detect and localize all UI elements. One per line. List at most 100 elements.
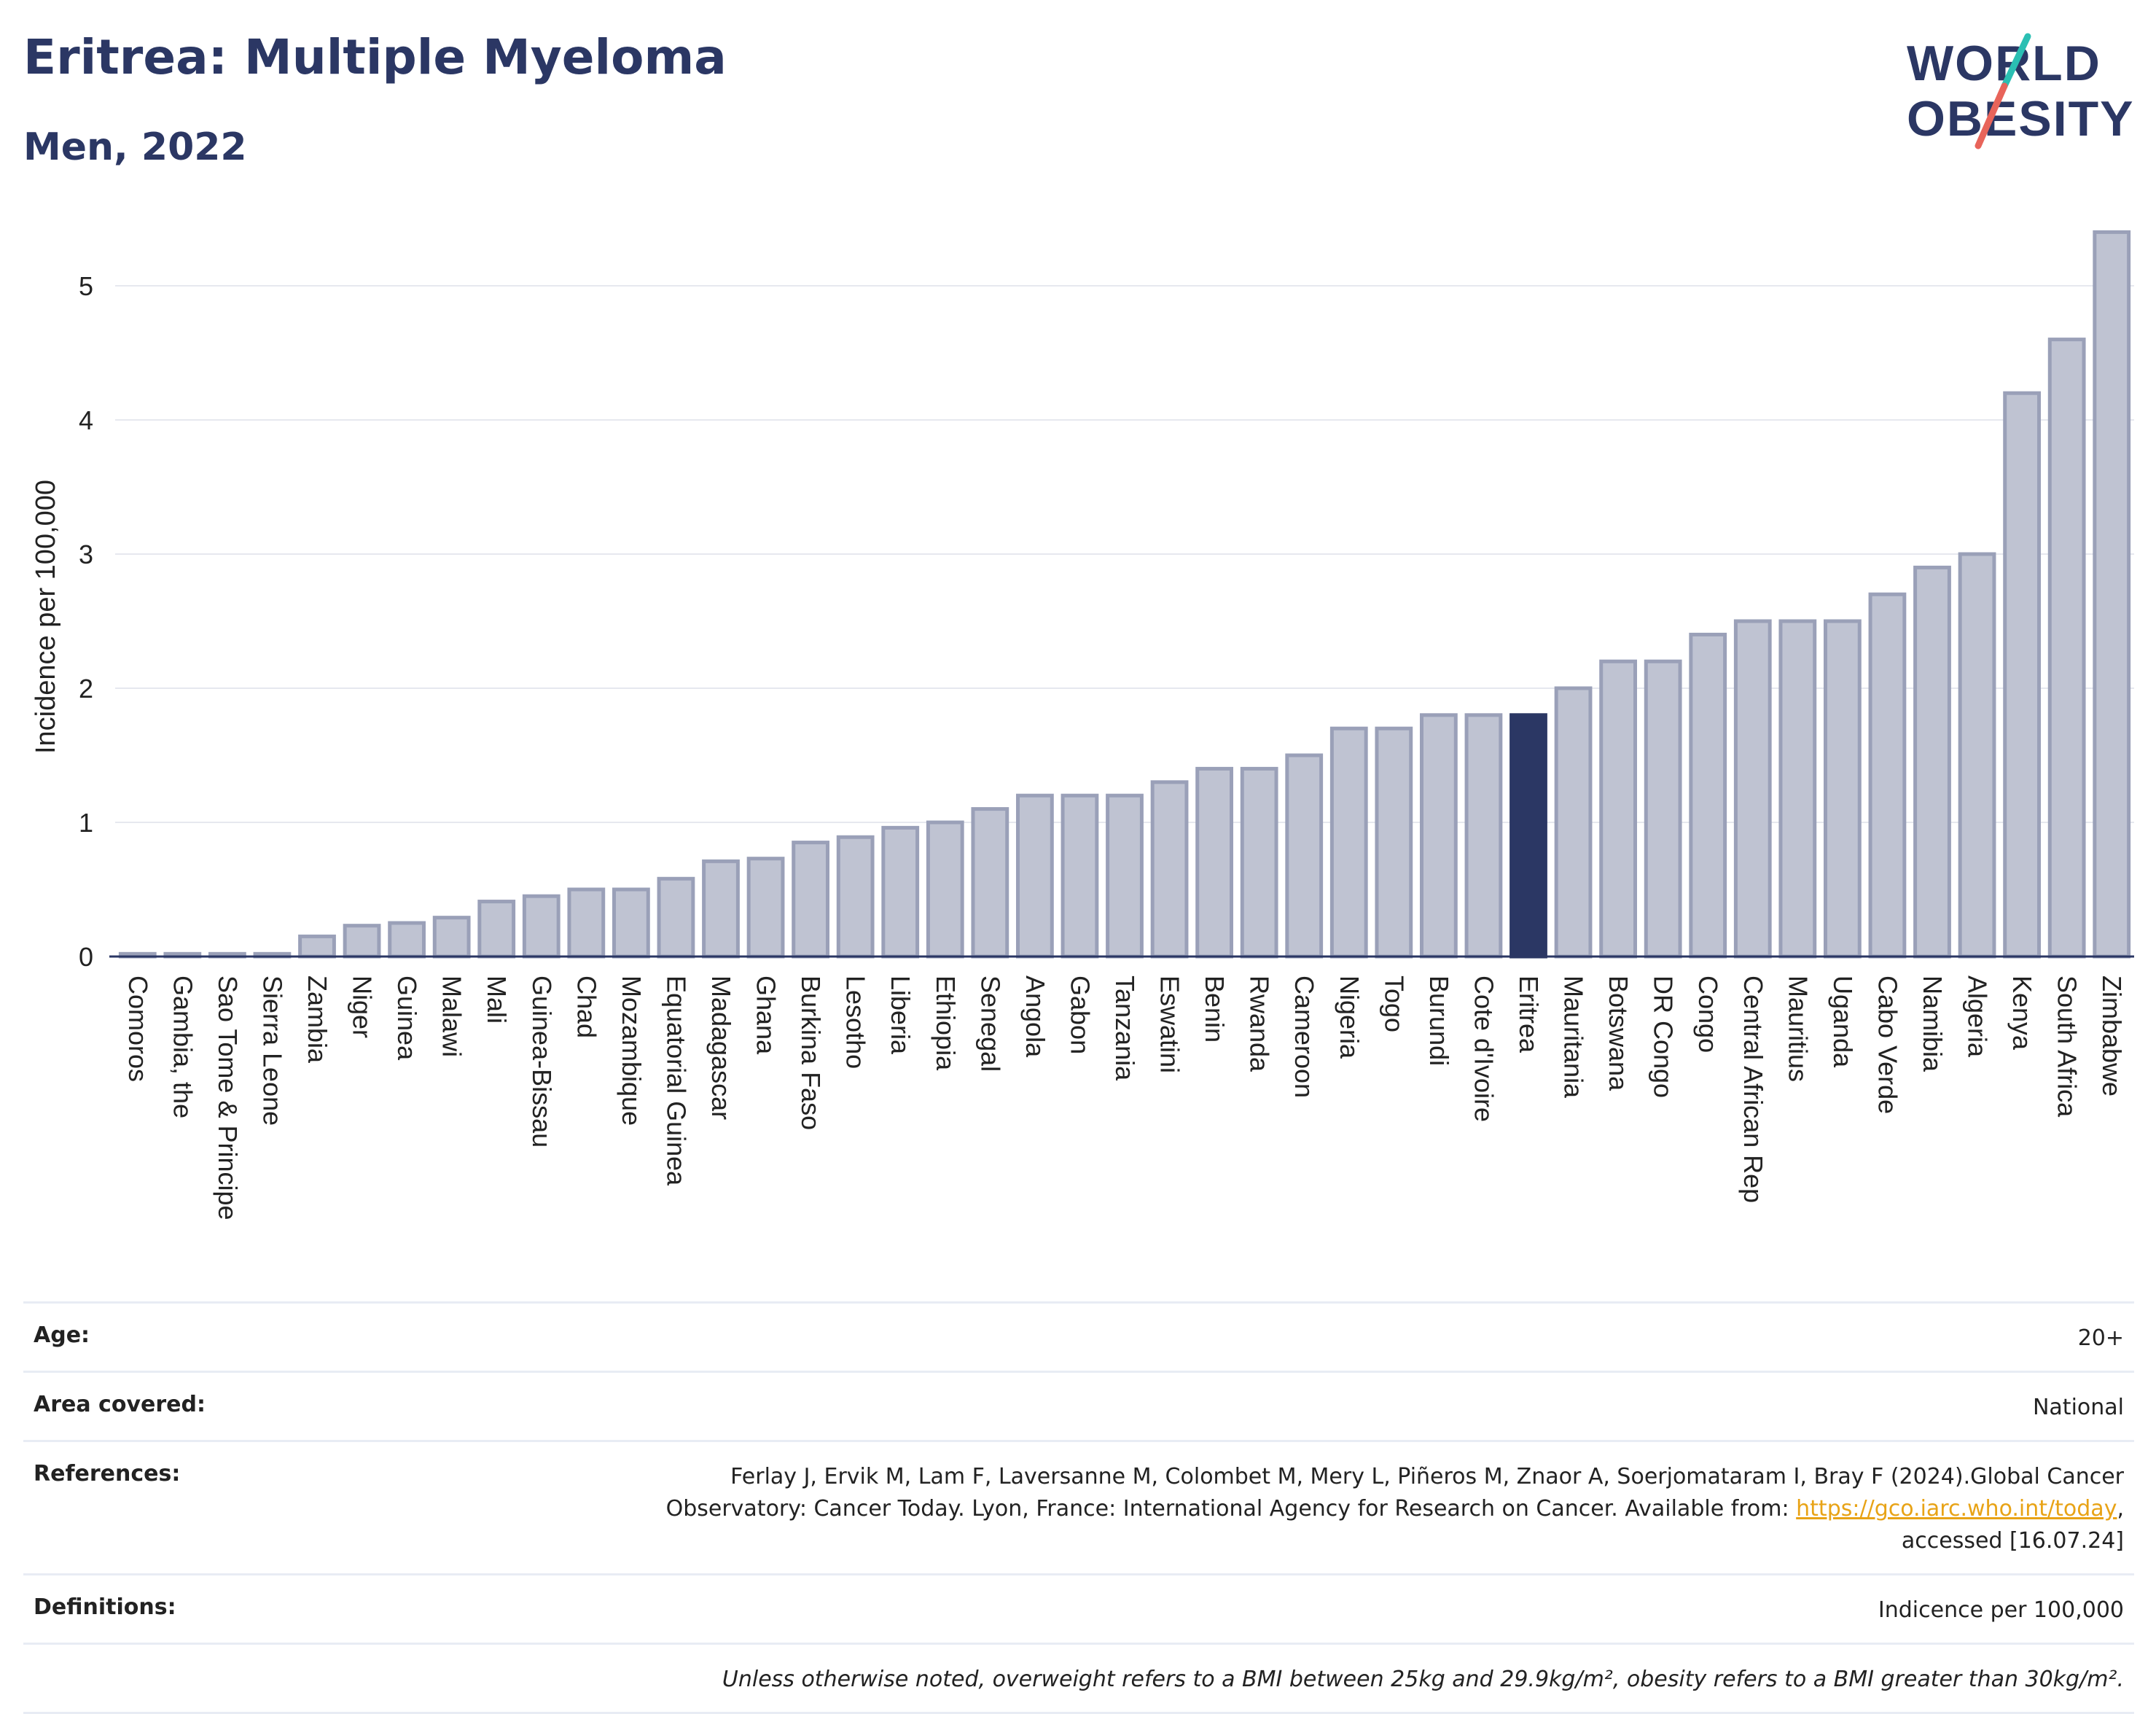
x-tick-label: Lesotho	[841, 975, 871, 1069]
x-tick-label: Eritrea	[1514, 975, 1544, 1053]
bar	[1913, 565, 1951, 959]
bar	[522, 894, 561, 959]
x-tick-label: Sierra Leone	[257, 975, 287, 1126]
x-tick-label: Zambia	[302, 975, 332, 1064]
bar	[432, 916, 471, 959]
bar	[612, 887, 650, 959]
y-tick-label: 1	[79, 808, 93, 838]
x-tick-label: Ghana	[751, 975, 781, 1055]
bar	[1195, 766, 1234, 959]
references-value: Ferlay J, Ervik M, Lam F, Laversanne M, …	[665, 1464, 2124, 1554]
x-tick-label: Nigeria	[1335, 975, 1364, 1059]
references-link[interactable]: https://gco.iarc.who.int/today	[1796, 1496, 2117, 1522]
y-tick-label: 4	[79, 405, 93, 435]
x-tick-label: Botswana	[1604, 975, 1633, 1091]
world-obesity-logo: WORLD OBESITY	[1907, 33, 2135, 149]
x-tick-label: Benin	[1200, 975, 1230, 1043]
y-tick-label: 3	[79, 539, 93, 569]
bar	[1554, 686, 1593, 959]
bar	[343, 924, 381, 959]
y-tick-label: 5	[79, 271, 93, 301]
bar	[477, 900, 516, 959]
x-tick-label: Rwanda	[1245, 975, 1275, 1072]
bar	[567, 887, 606, 959]
metadata-table: Age: 20+ Area covered: National Referenc…	[23, 1301, 2134, 1714]
x-tick-label: Guinea-Bissau	[527, 975, 557, 1148]
bar	[1823, 619, 1862, 959]
x-tick-label: Malawi	[437, 975, 467, 1057]
bar	[881, 825, 920, 959]
x-tick-label: Madagascar	[706, 975, 736, 1120]
bar	[1464, 713, 1503, 959]
x-tick-label: Togo	[1379, 975, 1409, 1032]
bar	[1419, 713, 1458, 959]
x-tick-label: Guinea	[392, 975, 422, 1061]
logo-slash-bottom	[1975, 82, 2008, 149]
bar	[298, 934, 336, 959]
bar	[1240, 766, 1278, 959]
logo-line-2: OBESITY	[1907, 91, 2135, 147]
chart-title: Eritrea: Multiple Myeloma	[23, 29, 727, 85]
bar	[1061, 793, 1099, 959]
bar	[657, 876, 695, 959]
x-tick-label: Equatorial Guinea	[661, 975, 691, 1186]
y-axis-label: Incidence per 100,000	[31, 480, 61, 754]
x-tick-label: Gabon	[1065, 975, 1095, 1054]
age-value: 20+	[2077, 1325, 2124, 1351]
bar	[1599, 659, 1638, 959]
axes: 0 1 2 3 4 5 Comoros Gambia, the Sao Tome & Princ…	[79, 271, 2134, 1220]
bar	[388, 921, 426, 959]
x-tick-label: Algeria	[1963, 975, 1993, 1058]
x-tick-label: Angola	[1020, 975, 1050, 1058]
meta-row-definitions: Definitions: Indicence per 100,000	[23, 1573, 2134, 1643]
x-tick-label: Cabo Verde	[1872, 975, 1902, 1114]
x-tick-label: Kenya	[2007, 975, 2037, 1051]
x-tick-label: Namibia	[1918, 975, 1948, 1072]
x-tick-label: Uganda	[1828, 975, 1858, 1068]
bar	[1958, 552, 1996, 959]
references-text-2: Observatory: Cancer Today. Lyon, France:…	[665, 1496, 1789, 1522]
bar	[1106, 793, 1144, 959]
bar	[971, 807, 1009, 959]
area-value: National	[2032, 1395, 2124, 1420]
x-tick-label: Liberia	[886, 975, 915, 1055]
meta-row-references: References: Ferlay J, Ervik M, Lam F, La…	[23, 1440, 2134, 1573]
bar	[702, 859, 740, 959]
meta-row-area: Area covered: National	[23, 1371, 2134, 1440]
bar	[1150, 780, 1189, 959]
bar	[2093, 230, 2131, 959]
bar	[792, 841, 830, 959]
x-tick-label: Sao Tome & Principe	[213, 975, 243, 1220]
x-tick-label: Cameroon	[1289, 975, 1319, 1098]
bars	[118, 230, 2131, 959]
x-tick-label: Chad	[571, 975, 601, 1038]
x-tick-label: Ethiopia	[931, 975, 961, 1071]
x-tick-label: Tanzania	[1110, 975, 1140, 1081]
bar	[2047, 338, 2086, 959]
bar	[1644, 659, 1682, 959]
definitions-value: Indicence per 100,000	[1878, 1597, 2124, 1623]
x-tick-label: Senegal	[975, 975, 1005, 1072]
references-label: References:	[34, 1461, 181, 1487]
bar	[1375, 726, 1413, 959]
bmi-note: Unless otherwise noted, overweight refer…	[722, 1667, 2124, 1692]
definitions-label: Definitions:	[34, 1594, 176, 1620]
x-tick-label: Burundi	[1424, 975, 1454, 1066]
x-tick-label: Eswatini	[1155, 975, 1185, 1073]
x-tick-label: Burkina Faso	[796, 975, 826, 1130]
y-tick-label: 0	[79, 942, 93, 972]
x-tick-label: Mali	[482, 975, 512, 1024]
bar	[2003, 391, 2042, 959]
x-tick-label: Comoros	[123, 975, 153, 1082]
x-tick-label: Mozambique	[617, 975, 647, 1126]
bar	[746, 857, 785, 959]
bar	[1733, 619, 1772, 959]
x-tick-label: Cote d'Ivoire	[1469, 975, 1499, 1122]
x-tick-label: Niger	[348, 975, 378, 1038]
y-tick-label: 2	[79, 674, 93, 704]
bar	[1329, 726, 1368, 959]
meta-row-note: Unless otherwise noted, overweight refer…	[23, 1643, 2134, 1714]
x-tick-label: Mauritania	[1559, 975, 1589, 1099]
bar	[1015, 793, 1054, 959]
bar	[1689, 632, 1727, 959]
